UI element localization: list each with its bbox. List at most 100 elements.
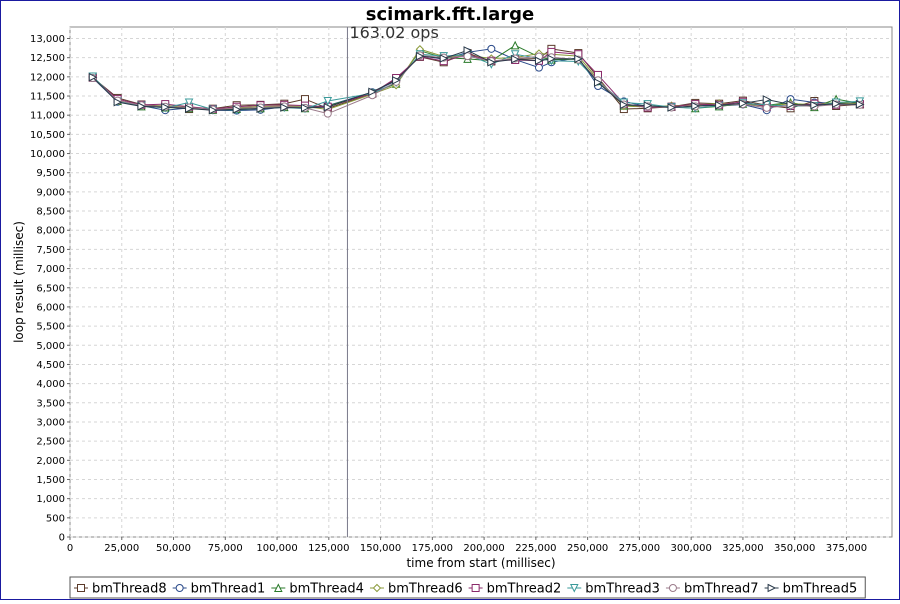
legend-item: bmThread6	[369, 582, 463, 597]
data-point	[368, 87, 377, 97]
data-point	[463, 46, 473, 55]
legend-label: bmThread3	[585, 582, 660, 597]
legend-label: bmThread6	[388, 582, 463, 597]
data-point	[855, 100, 865, 109]
legend-label: bmThread7	[684, 582, 759, 597]
legend-swatch-marker	[668, 584, 677, 592]
y-tick-label: 11,500	[30, 92, 65, 103]
y-tick-label: 5,500	[36, 322, 65, 333]
data-point	[643, 101, 653, 110]
data-point	[510, 50, 520, 59]
y-tick-label: 12,500	[30, 53, 65, 64]
data-point	[439, 54, 449, 63]
data-point	[161, 102, 170, 112]
data-point	[323, 102, 333, 112]
x-tick-label: 175,000	[412, 543, 453, 554]
x-tick-label: 0	[67, 543, 73, 554]
x-tick-label: 50,000	[156, 543, 191, 554]
x-tick-label: 25,000	[104, 543, 139, 554]
data-point	[208, 105, 218, 115]
y-tick-label: 0	[59, 533, 65, 544]
x-tick-label: 350,000	[774, 543, 815, 554]
data-point	[534, 56, 544, 66]
legend-item: bmThread5	[764, 582, 858, 597]
data-point	[392, 75, 401, 85]
legend-label: bmThread1	[191, 582, 266, 597]
x-tick-label: 375,000	[826, 543, 867, 554]
y-tick-label: 500	[46, 513, 65, 524]
y-tick-label: 11,000	[30, 111, 65, 122]
legend-label: bmThread8	[92, 582, 167, 597]
grid-lines	[69, 27, 892, 538]
data-point	[619, 100, 629, 110]
x-tick-label: 150,000	[360, 543, 401, 554]
y-tick-label: 13,000	[30, 34, 65, 45]
legend-label: bmThread5	[783, 582, 858, 597]
chart-title: scimark.fft.large	[366, 4, 534, 25]
x-tick-label: 250,000	[567, 543, 608, 554]
y-tick-label: 8,000	[36, 226, 65, 237]
legend-item: bmThread3	[567, 582, 660, 597]
x-tick-label: 100,000	[256, 543, 297, 554]
y-tick-label: 10,000	[30, 149, 65, 160]
data-point	[547, 54, 557, 64]
y-tick-label: 9,500	[36, 168, 65, 179]
data-point	[301, 103, 310, 113]
data-point	[323, 109, 332, 118]
x-tick-label: 125,000	[308, 543, 349, 554]
data-point	[323, 97, 333, 106]
data-point	[256, 104, 266, 113]
legend-item: bmThread4	[271, 582, 364, 597]
legend-label: bmThread2	[487, 582, 562, 597]
legend-swatch-marker	[274, 583, 283, 592]
data-point	[691, 101, 700, 111]
y-axis-label: loop result (millisec)	[12, 221, 26, 343]
legend-swatch-marker	[767, 583, 777, 593]
y-tick-label: 6,500	[36, 283, 65, 294]
data-point	[832, 99, 841, 109]
x-tick-label: 225,000	[515, 543, 556, 554]
data-point	[487, 44, 496, 53]
series-layer	[88, 40, 865, 118]
y-tick-label: 2,500	[36, 437, 65, 448]
data-point	[574, 54, 583, 64]
y-tick-label: 5,000	[36, 341, 65, 352]
data-point	[762, 95, 772, 104]
axes: 0 500 1,000 1,500 2,000 2,500 3,000 3,500 4,000 4…	[30, 34, 867, 554]
data-point	[185, 104, 194, 113]
data-point	[88, 72, 98, 82]
x-axis-label: time from start (millisec)	[406, 556, 555, 570]
data-point	[487, 57, 496, 67]
data-point	[184, 98, 194, 108]
legend-item: bmThread7	[665, 582, 759, 597]
data-point	[738, 98, 748, 108]
y-tick-label: 3,000	[36, 417, 65, 428]
legend-item: bmThread8	[74, 582, 167, 597]
data-point	[810, 100, 819, 110]
legend-swatch-marker	[175, 584, 184, 592]
data-point	[113, 97, 123, 107]
x-tick-label: 275,000	[619, 543, 660, 554]
y-tick-label: 2,000	[36, 456, 65, 467]
x-tick-label: 200,000	[463, 543, 504, 554]
legend-swatch-marker	[471, 584, 480, 592]
y-tick-label: 10,500	[30, 130, 65, 141]
y-tick-label: 12,000	[30, 72, 65, 83]
data-point	[593, 78, 603, 87]
data-point	[715, 100, 724, 110]
y-tick-label: 7,500	[36, 245, 65, 256]
y-tick-label: 6,000	[36, 302, 65, 313]
data-point	[232, 105, 242, 114]
data-point	[534, 63, 543, 72]
legend-swatch-marker	[372, 583, 382, 593]
data-point	[137, 102, 147, 111]
data-point	[762, 103, 771, 112]
legend-swatch-marker	[77, 584, 85, 592]
y-tick-label: 1,000	[36, 494, 65, 505]
marker-layer: 163.02 ops	[346, 23, 439, 537]
data-point	[510, 40, 520, 50]
y-tick-label: 7,000	[36, 264, 65, 275]
y-tick-label: 8,500	[36, 207, 65, 218]
legend-label: bmThread4	[289, 582, 364, 597]
